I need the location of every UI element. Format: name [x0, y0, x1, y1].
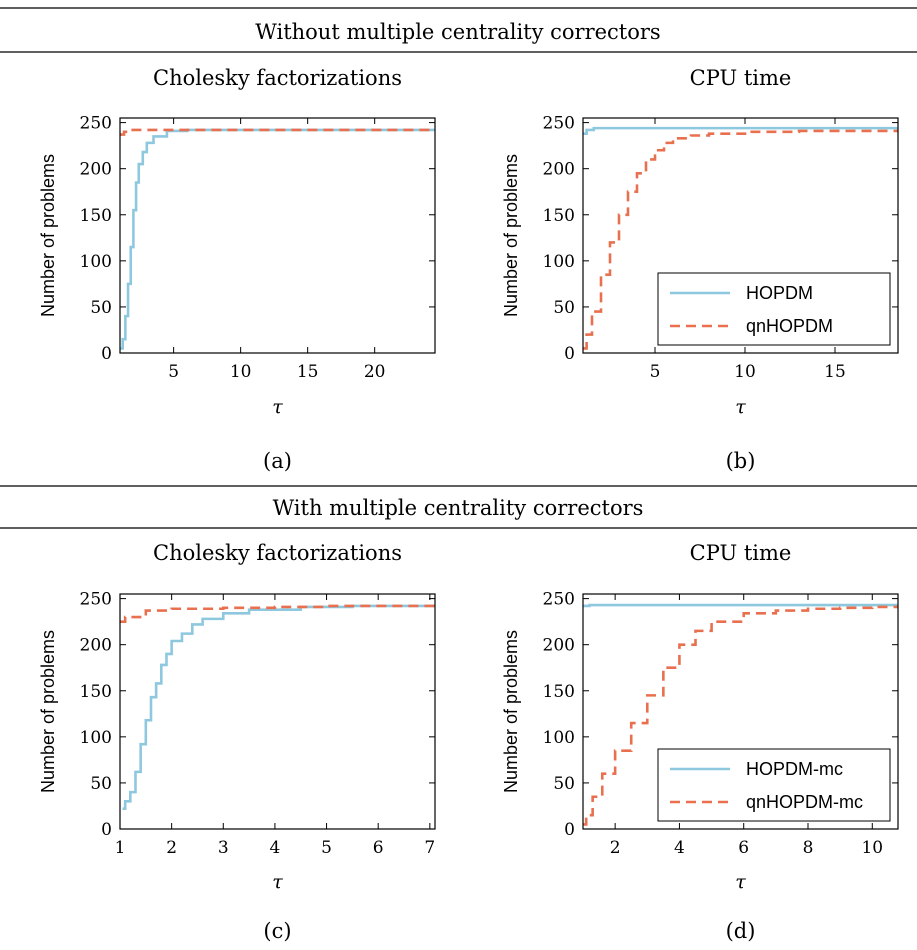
- y-tick-label: 50: [553, 774, 575, 794]
- series-line: [122, 604, 435, 811]
- legend-label: qnHOPDM: [746, 316, 833, 336]
- legend-label: HOPDM-mc: [746, 759, 843, 779]
- x-tick-label: 2: [610, 838, 621, 858]
- panel-label: (d): [726, 919, 756, 943]
- y-tick-label: 100: [80, 252, 112, 272]
- x-tick-label: 6: [738, 838, 749, 858]
- y-tick-label: 250: [543, 590, 575, 610]
- legend-box: [657, 272, 891, 346]
- x-tick-label: 3: [218, 838, 229, 858]
- x-tick-label: 6: [373, 838, 384, 858]
- section-header: With multiple centrality correctors: [273, 496, 644, 520]
- legend: HOPDM qnHOPDM: [657, 272, 891, 346]
- y-tick-label: 150: [543, 206, 575, 226]
- chart-title: CPU time: [690, 66, 792, 90]
- series-line: [583, 603, 898, 608]
- series-line: [120, 128, 435, 350]
- chart-panel: Cholesky factorizations 1 2 3 4 5 6 7 0 50 100 150 2…: [38, 541, 436, 943]
- x-tick-label: 10: [230, 362, 252, 382]
- x-tick-label: 4: [674, 838, 685, 858]
- axes-frame: [119, 593, 436, 830]
- y-tick-label: 150: [80, 206, 112, 226]
- legend-box: [657, 748, 891, 822]
- x-tick-label: 15: [297, 362, 319, 382]
- x-tick-label: 5: [650, 362, 661, 382]
- series-line: [583, 126, 898, 135]
- x-axis-label: τ: [735, 396, 746, 418]
- y-tick-label: 250: [80, 590, 112, 610]
- legend-label: qnHOPDM-mc: [746, 792, 863, 812]
- x-tick-label: 20: [364, 362, 386, 382]
- y-tick-label: 250: [543, 114, 575, 134]
- x-axis-label: τ: [272, 871, 283, 893]
- panel-label: (b): [726, 449, 756, 473]
- x-tick-label: 10: [734, 362, 756, 382]
- chart-title: Cholesky factorizations: [153, 541, 402, 565]
- legend-label: HOPDM: [746, 283, 813, 303]
- axes-frame: [582, 593, 899, 830]
- y-tick-label: 150: [543, 682, 575, 702]
- y-tick-label: 200: [80, 160, 112, 180]
- y-axis-label: Number of problems: [501, 154, 521, 317]
- x-tick-label: 1: [115, 838, 126, 858]
- y-tick-label: 100: [80, 728, 112, 748]
- legend: HOPDM-mc qnHOPDM-mc: [657, 748, 891, 822]
- axes-frame: [582, 117, 899, 354]
- section-header: Without multiple centrality correctors: [255, 20, 660, 44]
- x-tick-label: 8: [803, 838, 814, 858]
- series-line: [120, 128, 435, 136]
- y-tick-label: 100: [543, 252, 575, 272]
- x-tick-label: 5: [168, 362, 179, 382]
- series-line: [120, 604, 435, 623]
- y-tick-label: 50: [553, 298, 575, 318]
- x-axis-label: τ: [735, 871, 746, 893]
- panel-label: (a): [263, 449, 292, 473]
- x-tick-label: 4: [270, 838, 281, 858]
- y-axis-label: Number of problems: [38, 630, 58, 793]
- x-tick-label: 5: [321, 838, 332, 858]
- x-tick-label: 2: [166, 838, 177, 858]
- chart-title: Cholesky factorizations: [153, 66, 402, 90]
- y-tick-label: 250: [80, 114, 112, 134]
- y-tick-label: 200: [543, 160, 575, 180]
- x-tick-label: 7: [424, 838, 435, 858]
- y-tick-label: 100: [543, 728, 575, 748]
- x-tick-label: 15: [824, 362, 846, 382]
- y-tick-label: 50: [90, 774, 112, 794]
- axes-frame: [119, 117, 436, 354]
- y-tick-label: 0: [564, 344, 575, 364]
- y-tick-label: 0: [101, 344, 112, 364]
- chart-title: CPU time: [690, 541, 792, 565]
- y-tick-label: 200: [543, 636, 575, 656]
- panel-label: (c): [263, 919, 291, 943]
- y-tick-label: 200: [80, 636, 112, 656]
- x-tick-label: 10: [861, 838, 883, 858]
- y-axis-label: Number of problems: [501, 630, 521, 793]
- y-tick-label: 0: [564, 820, 575, 840]
- series-line: [583, 605, 898, 826]
- y-tick-label: 50: [90, 298, 112, 318]
- y-tick-label: 0: [101, 820, 112, 840]
- y-axis-label: Number of problems: [38, 154, 58, 317]
- x-axis-label: τ: [272, 396, 283, 418]
- y-tick-label: 150: [80, 682, 112, 702]
- series-line: [583, 129, 898, 350]
